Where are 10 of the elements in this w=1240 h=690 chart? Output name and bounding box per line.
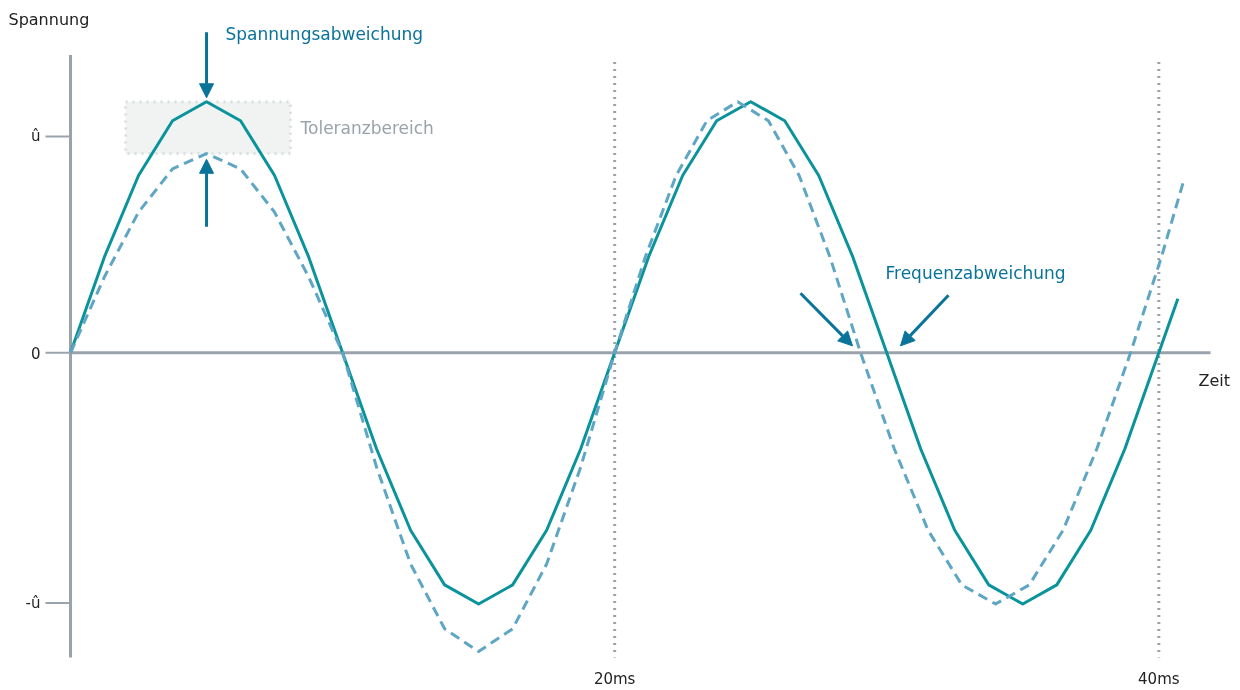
text: -û <box>25 593 41 612</box>
text: û <box>30 127 41 146</box>
x-tick-label: 40ms <box>1138 669 1180 688</box>
annotation: Frequenzabweichung <box>885 263 1066 284</box>
band-label: Toleranzbereich <box>299 117 434 138</box>
annotation: Spannungsabweichung <box>225 23 424 44</box>
y-axis-title: Spannung <box>8 10 90 30</box>
text: 0 <box>30 344 41 363</box>
x-tick-label: 20ms <box>593 669 636 688</box>
x-axis-title: Zeit <box>1198 370 1231 390</box>
